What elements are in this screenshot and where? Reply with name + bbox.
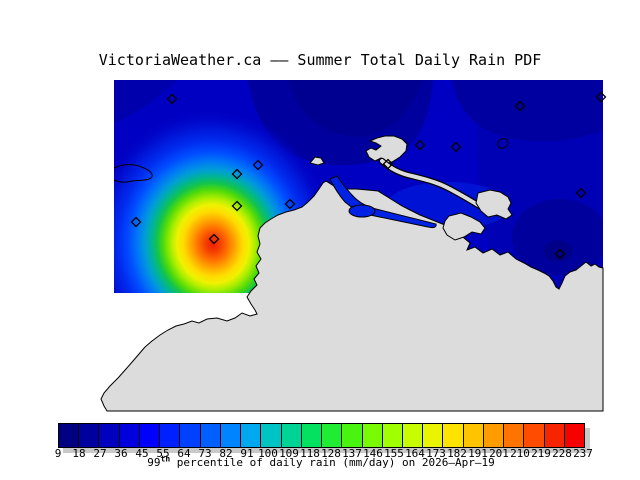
tick-label: 164	[405, 447, 425, 460]
sooke-basin-water	[348, 204, 376, 218]
colorbar-cell	[138, 424, 160, 447]
tick-label: 45	[135, 447, 149, 460]
island-outline-west	[113, 164, 153, 183]
colorbar	[58, 423, 585, 448]
station-marker	[284, 198, 296, 210]
colorbar-cell	[523, 424, 544, 447]
station-marker	[166, 93, 178, 105]
tick-label: 173	[426, 447, 446, 460]
tick-label: 146	[363, 447, 383, 460]
tick-label: 137	[342, 447, 362, 460]
colorbar-cell	[321, 424, 342, 447]
colorbar-tick-labels: 9 18 27 36 45 55 64 73 82 91 100 109 118 128 137 146 155…	[0, 447, 640, 460]
colorbar-cell	[199, 424, 220, 447]
tick-label: 182	[447, 447, 467, 460]
station-marker	[208, 233, 220, 245]
caption: 99th percentile of daily rain (mm/day) o…	[147, 454, 495, 469]
tick-label: 9	[54, 447, 62, 460]
colorbar-cell	[300, 424, 322, 447]
colorbar-cell	[219, 424, 241, 447]
colorbar-cell	[422, 424, 443, 447]
colorbar-cell	[240, 424, 261, 447]
tick-label: 228	[552, 447, 572, 460]
colorbar-cell	[361, 424, 382, 447]
tick-label: 73	[198, 447, 212, 460]
station-marker	[231, 168, 243, 180]
tick-label: 155	[384, 447, 404, 460]
water-dark-topright	[452, 80, 603, 142]
tick-label: 91	[240, 447, 254, 460]
tick-label: 18	[72, 447, 86, 460]
island-b	[442, 212, 486, 241]
tick-label: 109	[279, 447, 299, 460]
station-marker	[554, 248, 566, 260]
station-marker	[130, 216, 142, 228]
station-marker	[382, 158, 394, 170]
tick-label: 191	[468, 447, 488, 460]
colorbar-cell	[543, 424, 564, 447]
colorbar-cell	[159, 424, 180, 447]
colorbar-cell	[78, 424, 99, 447]
land-mainland	[100, 180, 604, 412]
colorbar-cell	[442, 424, 463, 447]
tick-label: 55	[156, 447, 170, 460]
colorbar-cell	[260, 424, 281, 447]
colorbar-cell	[462, 424, 483, 447]
colorbar-cell	[341, 424, 362, 447]
colorbar-cell	[280, 424, 301, 447]
tick-label: 82	[219, 447, 233, 460]
colorbar-cell	[381, 424, 402, 447]
colorbar-cell	[401, 424, 423, 447]
colorbar-cell	[118, 424, 139, 447]
tick-label: 64	[177, 447, 191, 460]
tick-label: 118	[300, 447, 320, 460]
station-marker	[595, 91, 607, 103]
station-marker	[450, 141, 462, 153]
tick-label: 36	[114, 447, 128, 460]
station-markers	[130, 91, 607, 260]
islet-outline	[497, 138, 509, 149]
tick-label: 128	[321, 447, 341, 460]
colorbar-cell	[59, 424, 79, 447]
caption-value: 99	[147, 456, 161, 469]
water-dark-blob-bottomright	[512, 199, 603, 275]
tick-label: 237	[573, 447, 593, 460]
station-marker	[514, 100, 526, 112]
station-marker	[575, 187, 587, 199]
island-a	[475, 189, 513, 220]
tick-label: 27	[93, 447, 107, 460]
colorbar-cell	[98, 424, 119, 447]
colorbar-cell	[503, 424, 524, 447]
station-marker	[414, 139, 426, 151]
tick-label: 219	[531, 447, 551, 460]
page-title: VictoriaWeather.ca –– Summer Total Daily…	[98, 51, 542, 69]
colorbar-cell	[179, 424, 200, 447]
tick-label: 100	[258, 447, 278, 460]
station-marker	[231, 200, 243, 212]
colorbar-cell	[563, 424, 585, 447]
tick-label: 201	[489, 447, 509, 460]
colorbar-cell	[482, 424, 504, 447]
land-group	[100, 135, 604, 412]
sooke-inlet-water	[329, 175, 437, 229]
tick-label: 210	[510, 447, 530, 460]
caption-superscript: th	[160, 454, 171, 464]
island-small	[309, 156, 325, 166]
caption-rest: percentile of daily rain (mm/day) on 202…	[170, 456, 495, 469]
station-marker	[252, 159, 264, 171]
